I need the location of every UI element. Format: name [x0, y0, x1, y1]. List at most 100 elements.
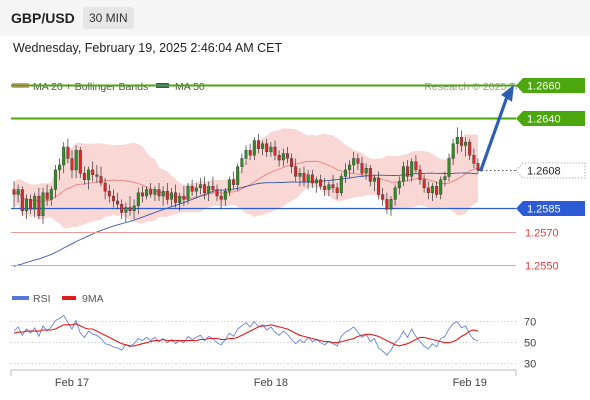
candle	[356, 153, 360, 170]
candle-body	[66, 146, 70, 159]
level-tag-1.2585	[516, 201, 585, 216]
candle-body	[464, 141, 468, 146]
candle	[397, 176, 401, 195]
candle-body	[310, 174, 314, 184]
candle	[215, 184, 219, 201]
candle	[314, 176, 318, 193]
candle-body	[95, 174, 99, 177]
candle-body	[91, 169, 95, 175]
candle	[178, 192, 182, 211]
candle-body	[41, 192, 45, 216]
candle-body	[211, 186, 215, 190]
candle-body	[327, 184, 331, 190]
candle	[352, 151, 356, 174]
rsi-tick-label-50: 50	[524, 338, 536, 350]
candle	[91, 161, 95, 182]
price-levels: 1.2660 1.2640 1.2608 1.2585 1.2570 1.2550	[11, 78, 586, 273]
ma50-line	[13, 172, 479, 268]
candle-body	[58, 164, 62, 171]
candle	[306, 169, 310, 190]
candle-body	[45, 192, 49, 200]
candle-body	[397, 181, 401, 189]
x-tick-label: Feb 18	[254, 377, 288, 389]
candle-body	[145, 189, 149, 197]
candle-body	[223, 190, 227, 200]
x-axis-labels: Feb 17 Feb 18 Feb 19	[55, 377, 487, 389]
candle	[410, 158, 414, 182]
candle	[439, 176, 443, 200]
candle-body	[261, 143, 265, 149]
candle-body	[277, 154, 281, 161]
rsi-ma-line	[13, 323, 479, 347]
candle	[422, 174, 426, 193]
symbol-label: GBP/USD	[11, 10, 75, 26]
candle-body	[356, 158, 360, 164]
timeframe-badge[interactable]: 30 MIN	[83, 7, 134, 29]
candle	[194, 183, 198, 198]
candle-body	[306, 174, 310, 182]
projection-arrow	[479, 84, 514, 172]
candle	[331, 174, 335, 193]
candle	[290, 153, 294, 174]
candle	[265, 138, 269, 157]
candle-body	[70, 158, 74, 171]
candle-body	[103, 182, 107, 192]
candle-body	[372, 177, 376, 182]
rsi-panel: 30 50 70	[11, 314, 536, 371]
candle	[310, 169, 314, 188]
rsi-tick-label-30: 30	[524, 359, 536, 371]
candle-body	[410, 161, 414, 177]
candle	[169, 187, 173, 206]
candle	[95, 165, 99, 183]
candle	[281, 148, 285, 167]
candle	[302, 166, 306, 187]
candle	[240, 153, 244, 174]
candle	[190, 179, 194, 197]
candle-body	[459, 136, 463, 146]
candle	[223, 187, 227, 206]
candle-body	[16, 189, 20, 195]
candle-body	[74, 150, 78, 171]
candle	[207, 181, 211, 201]
candle	[99, 166, 103, 187]
candle-body	[343, 169, 347, 177]
candle	[16, 184, 20, 203]
level-label-1.2550: 1.2550	[525, 261, 559, 273]
candle-body	[352, 158, 356, 166]
candle	[472, 148, 476, 169]
candle	[343, 163, 347, 183]
candle-body	[319, 179, 323, 187]
candle	[53, 165, 57, 198]
candle-body	[385, 199, 389, 210]
candle	[161, 186, 165, 206]
candle	[82, 166, 86, 185]
candle	[120, 199, 124, 219]
candle-body	[12, 189, 16, 195]
candle	[182, 186, 186, 206]
candle-body	[406, 166, 410, 177]
candle-body	[435, 186, 439, 195]
candle	[66, 138, 70, 164]
candle-body	[323, 186, 327, 190]
candle-body	[219, 195, 223, 200]
candle	[132, 199, 136, 219]
candle-body	[236, 166, 240, 185]
candle-body	[107, 190, 111, 197]
candle	[24, 194, 28, 219]
candle-body	[82, 172, 86, 180]
candle-body	[418, 169, 422, 180]
rsi-legend-swatch	[12, 296, 29, 300]
x-tick-label: Feb 17	[55, 377, 89, 389]
level-tag-1.2660	[516, 78, 585, 93]
candle-body	[364, 168, 368, 174]
candle	[103, 178, 107, 200]
candle-body	[269, 146, 273, 153]
candle-body	[468, 141, 472, 156]
candle-body	[153, 189, 157, 195]
candle	[273, 140, 277, 161]
candle	[107, 184, 111, 203]
candle-body	[381, 194, 385, 200]
candle-body	[331, 184, 335, 189]
candle-body	[149, 189, 153, 195]
